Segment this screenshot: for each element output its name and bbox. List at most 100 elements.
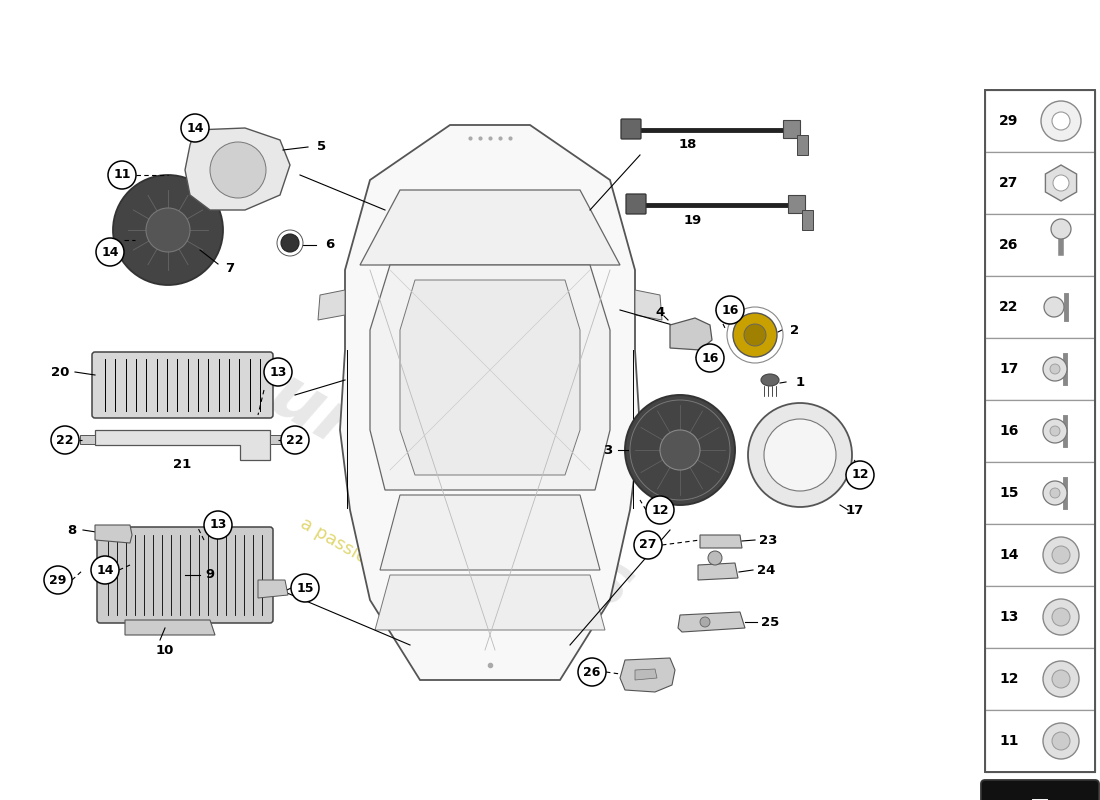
Text: 16: 16 [702,351,718,365]
Text: 13: 13 [270,366,287,378]
Bar [984,710,1094,772]
Polygon shape [270,435,285,444]
Circle shape [716,296,744,324]
Text: 9: 9 [206,569,214,582]
FancyBboxPatch shape [626,194,646,214]
Polygon shape [698,563,738,580]
Circle shape [51,426,79,454]
Bar [984,338,1094,400]
Text: 19: 19 [684,214,702,226]
Text: 16: 16 [999,424,1019,438]
Text: 4: 4 [656,306,664,318]
Circle shape [646,496,674,524]
Circle shape [660,430,700,470]
Text: 18: 18 [679,138,697,151]
Text: 20: 20 [51,366,69,378]
Bar [984,90,1094,772]
Circle shape [182,114,209,142]
Polygon shape [185,128,290,210]
Circle shape [1041,101,1081,141]
Polygon shape [620,658,675,692]
Circle shape [744,324,766,346]
Text: 8: 8 [67,523,77,537]
Circle shape [91,556,119,584]
Text: 27: 27 [639,538,657,551]
Bar [984,276,1094,338]
Bar [984,90,1094,152]
Ellipse shape [761,374,779,386]
Circle shape [1052,732,1070,750]
Circle shape [1052,670,1070,688]
Circle shape [1050,426,1060,436]
Circle shape [1052,112,1070,130]
Polygon shape [635,669,657,680]
Bar [984,462,1094,524]
Circle shape [1053,175,1069,191]
FancyBboxPatch shape [621,119,641,139]
Text: 1: 1 [795,375,804,389]
FancyBboxPatch shape [92,352,273,418]
Bar [984,152,1094,214]
Polygon shape [798,135,808,155]
Circle shape [1050,364,1060,374]
Circle shape [292,574,319,602]
Circle shape [1043,599,1079,635]
Circle shape [210,142,266,198]
Polygon shape [370,265,610,490]
Text: 15: 15 [999,486,1019,500]
Circle shape [204,511,232,539]
Text: 12: 12 [651,503,669,517]
Text: 14: 14 [186,122,204,134]
Circle shape [634,531,662,559]
Polygon shape [318,290,345,320]
Circle shape [696,344,724,372]
Circle shape [44,566,72,594]
Text: 5: 5 [318,141,327,154]
Text: 11: 11 [113,169,131,182]
Text: 14: 14 [101,246,119,258]
Circle shape [1052,546,1070,564]
Circle shape [578,658,606,686]
Polygon shape [678,612,745,632]
Circle shape [1050,219,1071,239]
Bar [984,524,1094,586]
Circle shape [748,403,852,507]
Text: 26: 26 [583,666,601,678]
Polygon shape [80,435,95,444]
Polygon shape [400,280,580,475]
Circle shape [1044,297,1064,317]
Text: a passion for parts since 1985: a passion for parts since 1985 [297,514,542,666]
Text: 14: 14 [97,563,113,577]
Circle shape [1043,481,1067,505]
Circle shape [264,358,292,386]
Circle shape [280,426,309,454]
Circle shape [1043,419,1067,443]
Bar [984,214,1094,276]
Circle shape [733,313,777,357]
Text: eurospares: eurospares [214,336,645,624]
Bar [984,648,1094,710]
Text: 14: 14 [999,548,1019,562]
Text: 10: 10 [156,643,174,657]
FancyBboxPatch shape [981,780,1099,800]
Circle shape [96,238,124,266]
Circle shape [846,461,874,489]
Polygon shape [375,575,605,630]
Polygon shape [258,580,288,598]
Polygon shape [379,495,600,570]
Text: 3: 3 [604,443,613,457]
Circle shape [146,208,190,252]
Text: 12: 12 [999,672,1019,686]
Circle shape [700,617,710,627]
Circle shape [764,419,836,491]
Polygon shape [1045,165,1077,201]
Polygon shape [670,318,712,350]
Circle shape [1043,537,1079,573]
Text: 22: 22 [999,300,1019,314]
Text: 2: 2 [791,323,800,337]
Text: 7: 7 [226,262,234,274]
FancyArrow shape [1023,798,1057,800]
Circle shape [1043,723,1079,759]
Text: 23: 23 [759,534,778,546]
Text: 27: 27 [999,176,1019,190]
